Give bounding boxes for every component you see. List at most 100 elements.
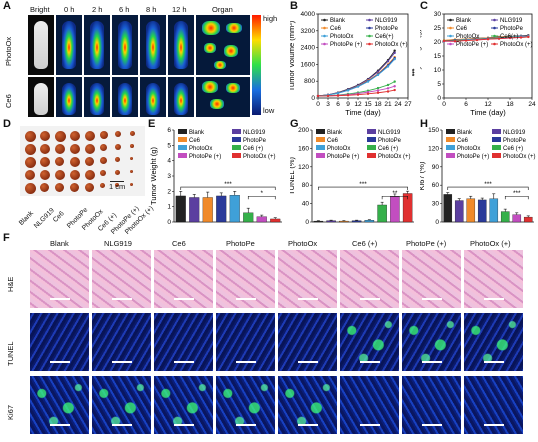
- scale-bar: [112, 298, 132, 300]
- legend-swatch: [178, 137, 187, 142]
- fluorescence-image: [84, 15, 110, 75]
- legend-label: Ce6: [457, 138, 469, 144]
- scale-bar: [360, 361, 380, 363]
- tumor-specimen: [130, 157, 133, 160]
- bar: [243, 212, 254, 223]
- fluorescence-image: [140, 77, 166, 117]
- legend-label: NLG919: [375, 18, 398, 24]
- histology-image: [154, 313, 213, 371]
- fluorescence-image: [84, 77, 110, 117]
- series-line: [317, 56, 395, 97]
- bar: [443, 194, 453, 223]
- histology-col-label: PhotoOx (+): [470, 239, 511, 248]
- histology-image: [92, 250, 151, 308]
- x-tick-label: 15: [364, 101, 372, 108]
- data-point: [366, 92, 370, 96]
- legend-label: PhotoPe (+): [456, 42, 488, 48]
- histology-image: [154, 250, 213, 308]
- data-point: [376, 91, 380, 94]
- tumor-specimen: [100, 144, 107, 151]
- col-label-12h: 12 h: [172, 5, 187, 14]
- bar: [390, 196, 400, 223]
- histology-image: [402, 376, 461, 434]
- tumor-specimen: [70, 144, 80, 154]
- y-tick-label: 30: [432, 201, 440, 208]
- y-tick-label: 20: [434, 39, 442, 46]
- y-tick-label: 1600: [301, 61, 316, 68]
- y-tick-label: 150: [428, 127, 439, 134]
- legend-swatch: [178, 153, 187, 158]
- legend-label: Blank: [189, 130, 205, 136]
- tumor-specimen: [115, 157, 120, 162]
- tumor-specimen: [70, 183, 79, 192]
- bar: [466, 198, 476, 223]
- legend-label: Blank: [457, 130, 473, 136]
- legend-label: PhotoOx (+): [500, 42, 533, 48]
- col-label-6h: 6 h: [119, 5, 130, 14]
- bar: [339, 220, 349, 223]
- legend-label: Blank: [327, 130, 343, 136]
- tumor-specimen: [85, 183, 94, 192]
- scale-bar: [298, 298, 318, 300]
- significance-mark: ***: [408, 69, 415, 77]
- data-point: [393, 51, 396, 55]
- data-point: [356, 85, 360, 88]
- legend-swatch: [316, 153, 325, 158]
- data-point: [366, 90, 370, 94]
- histology-image: [30, 250, 89, 308]
- col-label-organ: Organ: [212, 5, 233, 14]
- data-point: [346, 94, 350, 97]
- legend-swatch: [367, 129, 376, 134]
- colorbar-low-label: low: [263, 106, 275, 115]
- data-point: [336, 91, 340, 95]
- data-point: [508, 36, 512, 39]
- scale-bar: [422, 361, 442, 363]
- tumor-specimen: [85, 157, 94, 166]
- legend-label: PhotoOx (+): [503, 154, 536, 160]
- panel-label-g: G: [290, 118, 299, 130]
- histology-image: [278, 313, 337, 371]
- legend-marker: [493, 34, 496, 38]
- scale-bar: [50, 361, 70, 363]
- legend-label: Blank: [456, 18, 472, 24]
- tumor-photo: [20, 126, 145, 196]
- histology-image: [92, 313, 151, 371]
- histology-image: [464, 313, 523, 371]
- panel-d-tumor-photo: 1 cm Blank NLG919 Ce6 PhotoPe PhotoOx Ce…: [0, 118, 155, 236]
- y-tick-label: 120: [428, 145, 439, 152]
- chart-g-tunel: 0 40 80 120 160 200 TUNEL (%) Blank NLG919 Ce6 Pho…: [290, 127, 414, 226]
- histology-image: [92, 376, 151, 434]
- tumor-specimen: [55, 131, 66, 142]
- scale-bar: [236, 424, 256, 426]
- panel-label-a: A: [3, 0, 11, 12]
- significance-bracket: [381, 195, 408, 200]
- legend-marker: [449, 34, 452, 38]
- legend-swatch: [492, 129, 501, 134]
- legend-label: PhotoOx: [189, 146, 212, 152]
- y-axis-label: Ki67 (%): [420, 161, 426, 190]
- tumor-specimen: [115, 144, 121, 150]
- histology-image: [154, 376, 213, 434]
- legend-swatch: [446, 153, 455, 158]
- y-axis-label: Tumor Volume (mm³): [290, 20, 296, 91]
- tumor-specimen: [85, 170, 95, 180]
- y-tick-label: 4000: [301, 11, 316, 18]
- x-tick-label: 18: [506, 101, 514, 108]
- scale-bar: [484, 361, 504, 363]
- tumor-specimen: [40, 131, 50, 141]
- legend-marker: [449, 26, 452, 30]
- legend-swatch: [232, 129, 241, 134]
- tumor-specimen: [100, 131, 108, 139]
- legend-marker: [368, 26, 371, 30]
- legend-marker: [493, 26, 496, 30]
- chart-b-tumor-volume: 0 3 6 9 12 15 18 21 24 2708001600240032004000Time…: [290, 11, 415, 117]
- legend-marker: [493, 18, 496, 22]
- bar: [402, 193, 413, 223]
- data-point: [376, 70, 380, 73]
- legend-marker: [368, 34, 371, 38]
- row-label-photoox: PhotoOx: [4, 36, 13, 66]
- histology-image: [340, 313, 399, 371]
- panel-label-e: E: [148, 118, 156, 130]
- col-label-8h: 8 h: [146, 5, 157, 14]
- series-line: [317, 57, 395, 97]
